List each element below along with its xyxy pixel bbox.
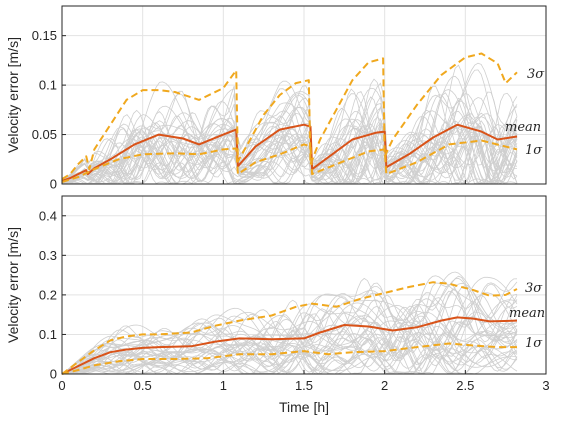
run-line bbox=[61, 69, 518, 180]
series-annotation: mean bbox=[505, 120, 541, 135]
run-line bbox=[61, 123, 518, 185]
series-annotation: 3σ bbox=[527, 67, 545, 82]
run-line bbox=[61, 106, 518, 185]
run-line bbox=[61, 276, 518, 375]
x-tick-label: 0 bbox=[58, 378, 65, 393]
run-line bbox=[61, 131, 518, 185]
one-sigma-line bbox=[61, 139, 518, 183]
run-line bbox=[61, 145, 518, 185]
run-line bbox=[61, 93, 518, 181]
y-tick-label: 0.4 bbox=[39, 208, 57, 223]
x-tick-label: 2.5 bbox=[456, 378, 474, 393]
bottom-velocity-error-panel: 0 0.5 1 1.5 2 2.5 3 0 0.1 0.2 0.3 0.4 Velocity erro… bbox=[5, 195, 550, 415]
x-tick-label: 0.5 bbox=[134, 378, 152, 393]
x-tick-label: 1.5 bbox=[295, 378, 313, 393]
run-line bbox=[61, 283, 518, 375]
run-line bbox=[61, 64, 518, 182]
y-tick-label: 0 bbox=[50, 177, 57, 192]
run-line bbox=[61, 132, 518, 185]
run-line bbox=[61, 118, 518, 183]
x-tick-label: 2 bbox=[381, 378, 388, 393]
y-tick-label: 0.15 bbox=[32, 28, 57, 43]
run-line bbox=[61, 353, 518, 375]
monte-carlo-runs bbox=[61, 62, 518, 185]
monte-carlo-runs bbox=[61, 271, 518, 375]
run-line bbox=[61, 137, 518, 185]
run-line bbox=[61, 116, 518, 185]
series-annotation: 1σ bbox=[525, 143, 543, 158]
run-line bbox=[61, 290, 518, 375]
run-line bbox=[61, 292, 518, 375]
y-tick-label: 0.3 bbox=[39, 248, 57, 263]
run-line bbox=[61, 285, 518, 375]
y-tick-label: 0.05 bbox=[32, 127, 57, 142]
series-annotation: 3σ bbox=[525, 281, 543, 296]
y-tick-label: 0.2 bbox=[39, 287, 57, 302]
mean-line bbox=[61, 316, 518, 375]
x-axis-label: Time [h] bbox=[279, 399, 329, 415]
series-annotation: 1σ bbox=[525, 336, 543, 351]
run-line bbox=[61, 136, 518, 185]
top-velocity-error-panel: 0 0.05 0.1 0.15 Velocity error [m/s] 3σ mean… bbox=[5, 5, 547, 192]
three-sigma-line bbox=[61, 52, 518, 180]
y-tick-label: 0 bbox=[50, 367, 57, 382]
run-line bbox=[61, 97, 518, 184]
bottom-y-axis-label: Velocity error [m/s] bbox=[5, 227, 21, 343]
three-sigma-line bbox=[61, 281, 518, 375]
y-tick-label: 0.1 bbox=[39, 327, 57, 342]
run-line bbox=[61, 148, 518, 185]
x-tick-label: 3 bbox=[542, 378, 549, 393]
run-line bbox=[61, 100, 518, 185]
run-line bbox=[61, 316, 518, 375]
run-line bbox=[61, 348, 518, 375]
run-line bbox=[61, 62, 518, 182]
run-line bbox=[61, 337, 518, 375]
run-line bbox=[61, 275, 518, 375]
run-line bbox=[61, 271, 518, 375]
x-tick-label: 1 bbox=[220, 378, 227, 393]
top-y-axis-label: Velocity error [m/s] bbox=[5, 37, 21, 153]
run-line bbox=[61, 292, 518, 375]
run-line bbox=[61, 345, 518, 375]
y-tick-label: 0.1 bbox=[39, 78, 57, 93]
series-annotation: mean bbox=[509, 306, 545, 321]
